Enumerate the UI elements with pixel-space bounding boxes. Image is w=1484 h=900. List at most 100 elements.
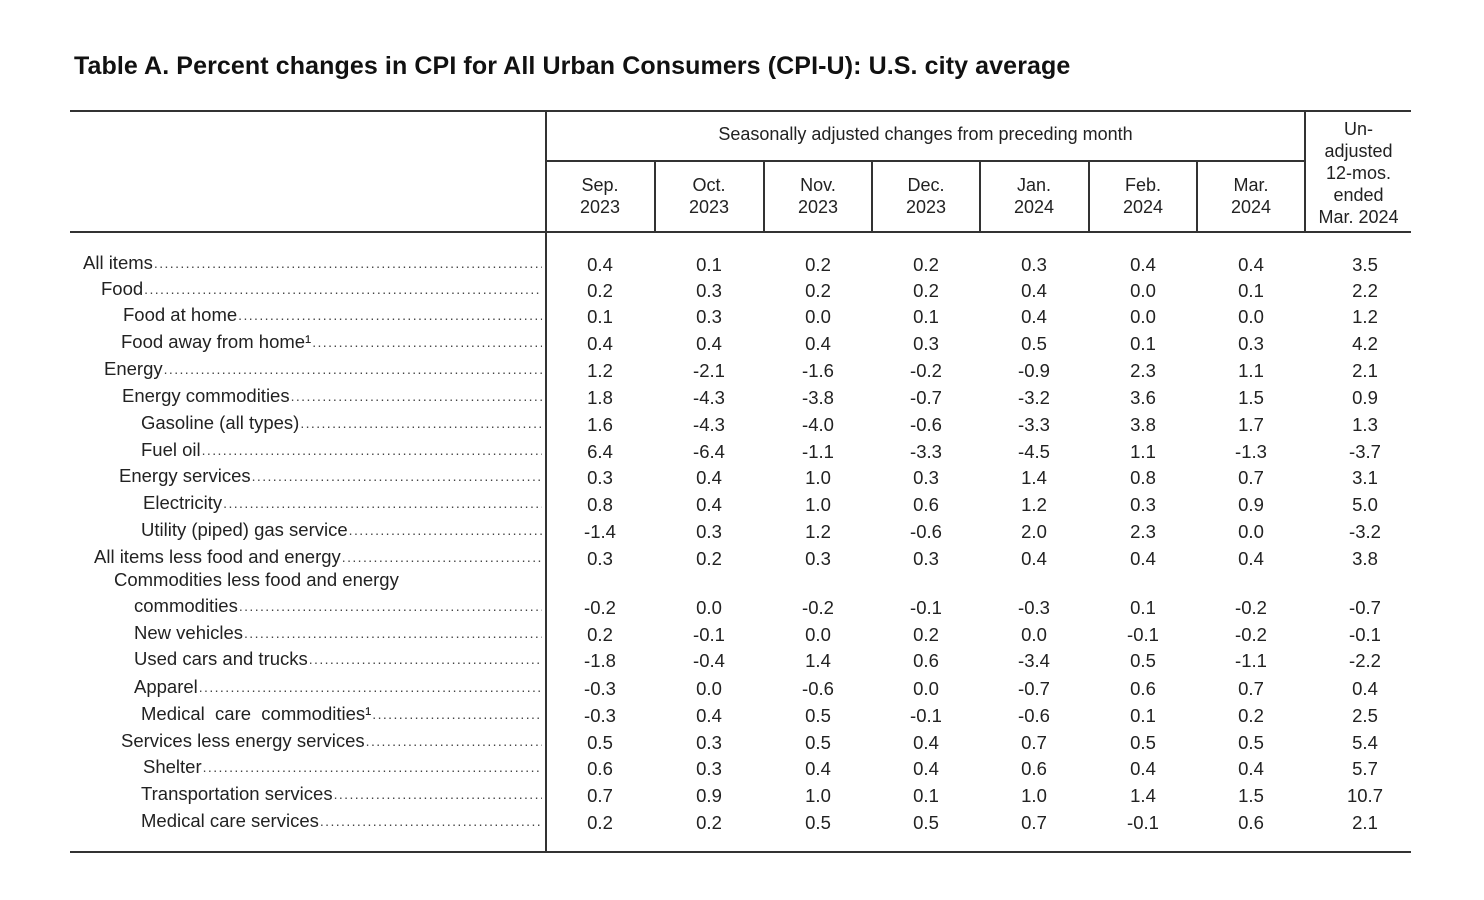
unadjusted-12mo-cell: 0.4 [1352,678,1378,699]
monthly-change-cell: 1.1 [1238,360,1264,381]
monthly-change-cell: 0.7 [1238,678,1264,699]
monthly-change-cell: 0.1 [913,306,939,327]
row-label-text: All items less food and energy [94,546,341,567]
monthly-change-cell: -3.8 [802,387,834,408]
row-label: Food at home............................… [123,302,542,326]
unadjusted-12mo-cell: -0.7 [1349,597,1381,618]
monthly-change-cell: 0.3 [805,548,831,569]
monthly-change-cell: 0.4 [913,732,939,753]
monthly-change-cell: 0.4 [1130,758,1156,779]
monthly-change-cell: 0.4 [696,467,722,488]
monthly-change-cell: 0.4 [587,333,613,354]
monthly-change-cell: 0.5 [1021,333,1047,354]
monthly-change-cell: 0.0 [913,678,939,699]
monthly-change-cell: 0.1 [913,785,939,806]
monthly-change-cell: -4.5 [1018,441,1050,462]
unadjusted-12mo-cell: 5.0 [1352,494,1378,515]
monthly-change-cell: 0.3 [1021,254,1047,275]
monthly-change-cell: 0.2 [913,624,939,645]
table-row: Energy commodities......................… [0,383,1484,409]
unadjusted-header-line: Un- [1343,119,1373,139]
row-label: Energy commodities......................… [122,383,542,407]
monthly-change-cell: 0.4 [1238,254,1264,275]
table-row: Food at home............................… [0,302,1484,328]
monthly-change-cell: 0.1 [1130,333,1156,354]
monthly-change-cell: 0.3 [696,521,722,542]
row-label: Services less energy services...........… [121,728,542,752]
monthly-change-cell: 0.1 [587,306,613,327]
monthly-change-cell: 0.4 [587,254,613,275]
monthly-change-cell: 0.3 [696,306,722,327]
monthly-change-cell: 0.3 [1238,333,1264,354]
row-label-text: Apparel [134,676,198,697]
monthly-change-cell: -2.1 [693,360,725,381]
row-label-text: New vehicles [134,622,243,643]
monthly-change-cell: 0.5 [587,732,613,753]
monthly-change-cell: -0.7 [1018,678,1050,699]
unadjusted-12mo-cell: 1.2 [1352,306,1378,327]
row-label-text: Food away from home¹ [121,331,312,352]
monthly-change-cell: 0.3 [587,548,613,569]
table-row: All items...............................… [0,250,1484,276]
table-row: Services less energy services...........… [0,728,1484,754]
monthly-change-cell: 1.5 [1238,387,1264,408]
dot-leader: ........................................… [238,307,542,323]
table-row: Utility (piped) gas service.............… [0,517,1484,543]
month-header-year: 2023 [688,197,730,217]
unadjusted-header-line: Mar. 2024 [1318,207,1399,227]
monthly-change-cell: 0.4 [805,333,831,354]
monthly-change-cell: -0.7 [910,387,942,408]
monthly-change-cell: -3.4 [1018,650,1050,671]
monthly-change-cell: 0.3 [587,467,613,488]
row-label-text: Transportation services [141,783,333,804]
month-header-year: 2023 [797,197,839,217]
dot-leader: ........................................… [202,759,542,775]
unadjusted-12mo-cell: 2.5 [1352,705,1378,726]
monthly-change-cell: 0.3 [696,732,722,753]
monthly-change-cell: 1.2 [587,360,613,381]
unadjusted-header-line: adjusted [1324,141,1393,161]
monthly-change-cell: 1.4 [1130,785,1156,806]
unadjusted-12mo-cell: 2.2 [1352,280,1378,301]
group-rule [546,160,1306,162]
monthly-change-cell: 0.4 [696,705,722,726]
monthly-change-cell: -0.1 [910,705,942,726]
month-column-divider [654,161,656,232]
monthly-change-cell: -0.6 [910,521,942,542]
monthly-change-cell: -3.3 [910,441,942,462]
dot-leader: ........................................… [372,706,542,722]
monthly-change-cell: 0.5 [1238,732,1264,753]
month-header-month: Oct. [692,175,726,195]
monthly-change-cell: 0.3 [696,758,722,779]
monthly-change-cell: -0.9 [1018,360,1050,381]
dot-leader: ........................................… [223,495,542,511]
month-header-month: Nov. [800,175,836,195]
row-label: Gasoline (all types)....................… [141,410,542,434]
monthly-change-cell: -6.4 [693,441,725,462]
unadjusted-header-line: ended [1333,185,1384,205]
monthly-change-cell: 1.8 [587,387,613,408]
monthly-change-cell: 0.2 [805,280,831,301]
monthly-change-cell: 0.3 [913,467,939,488]
monthly-change-cell: 0.5 [913,812,939,833]
unadjusted-12mo-cell: -2.2 [1349,650,1381,671]
row-label: Shelter.................................… [143,754,542,778]
monthly-change-cell: 0.4 [1021,548,1047,569]
monthly-change-cell: 0.0 [696,597,722,618]
month-header: Nov. 2023 [764,174,872,218]
monthly-change-cell: 1.0 [805,494,831,515]
row-label-text: Services less energy services [121,730,365,751]
table-row: Apparel.................................… [0,674,1484,700]
monthly-change-cell: -0.1 [1127,812,1159,833]
monthly-change-cell: 1.4 [1021,467,1047,488]
monthly-change-cell: 0.2 [696,812,722,833]
dot-leader: ........................................… [341,549,542,565]
table-row: Shelter.................................… [0,754,1484,780]
row-label-text: Shelter [143,756,202,777]
monthly-change-cell: 0.4 [696,333,722,354]
month-header: Feb. 2024 [1089,174,1197,218]
month-header-month: Sep. [581,175,619,195]
dot-leader: ........................................… [308,651,542,667]
bottom-rule [70,851,1411,853]
monthly-change-cell: -0.2 [802,597,834,618]
